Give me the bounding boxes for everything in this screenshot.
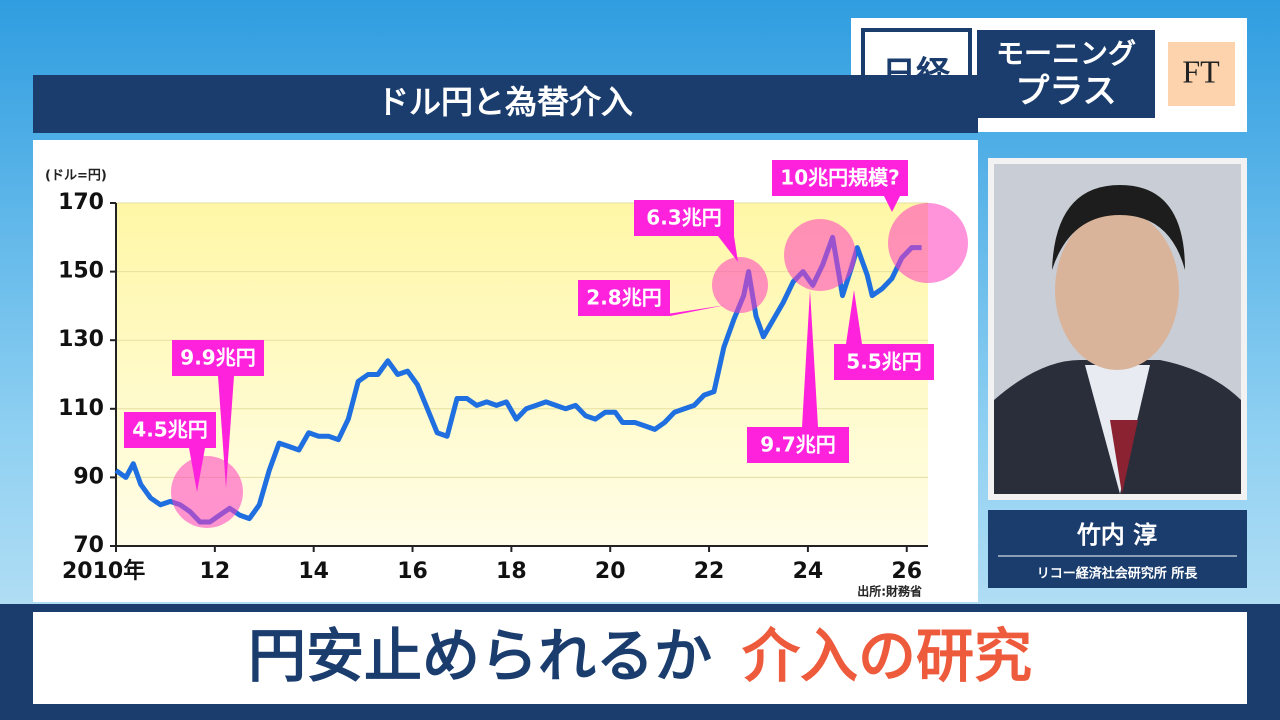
program-line2: プラス bbox=[1015, 72, 1116, 112]
source: 出所:財務省 bbox=[857, 584, 922, 599]
presenter-affiliation: リコー経済社会研究所 所長 bbox=[1037, 566, 1199, 582]
title-bar bbox=[33, 75, 978, 133]
caption-box bbox=[33, 612, 1247, 704]
x-tick-label: 2010年 bbox=[62, 558, 145, 584]
callout-label: 9.9兆円 bbox=[180, 346, 255, 370]
y-tick-label: 170 bbox=[58, 190, 104, 215]
callout-box bbox=[772, 160, 908, 196]
callout-pointer bbox=[218, 376, 234, 488]
callout-label: 9.7兆円 bbox=[760, 433, 835, 457]
photo-face bbox=[1055, 210, 1179, 370]
photo-tie bbox=[1110, 420, 1138, 494]
chart: 70 90 110 130 150 170 2010年 12 14 16 18 20 22 24 26 4.5… bbox=[58, 160, 968, 584]
highlight-circle bbox=[784, 219, 856, 291]
callout-box bbox=[834, 344, 934, 380]
highlight-circle bbox=[888, 203, 968, 283]
callout-label: 10兆円規模? bbox=[780, 166, 899, 190]
y-tick-label: 90 bbox=[73, 464, 104, 489]
y-tick-label: 130 bbox=[58, 327, 104, 352]
callout-pointer bbox=[718, 236, 738, 262]
x-tick-label: 14 bbox=[298, 559, 329, 584]
chart-title: ドル円と為替介入 bbox=[377, 83, 633, 121]
highlight-circle bbox=[712, 257, 768, 313]
y-unit: (ドル=円) bbox=[45, 169, 107, 184]
x-tick-label: 26 bbox=[891, 559, 922, 584]
callout-box bbox=[578, 280, 670, 316]
callout-pointer bbox=[802, 290, 818, 427]
callout-box bbox=[124, 412, 216, 448]
price-line bbox=[114, 234, 922, 525]
y-tick-label: 70 bbox=[73, 533, 104, 558]
callout-box bbox=[634, 200, 734, 236]
highlight-circle bbox=[171, 456, 243, 528]
callout-pointer bbox=[189, 448, 205, 492]
callout-box bbox=[747, 427, 849, 463]
x-tick-label: 24 bbox=[793, 559, 824, 584]
ft-logo: FT bbox=[1182, 53, 1220, 89]
program-line1: モーニング bbox=[996, 37, 1136, 70]
callout-label: 2.8兆円 bbox=[586, 286, 661, 310]
program-box bbox=[977, 30, 1155, 118]
caption-highlight: 介入の研究 bbox=[742, 622, 1032, 690]
callout-label: 5.5兆円 bbox=[846, 350, 921, 374]
x-tick-label: 22 bbox=[694, 559, 725, 584]
y-tick-label: 110 bbox=[58, 396, 104, 421]
presenter-name: 竹内 淳 bbox=[1076, 521, 1157, 549]
callout-pointer bbox=[654, 305, 726, 316]
x-tick-label: 16 bbox=[397, 559, 428, 584]
caption-main: 円安止められるか bbox=[248, 622, 712, 690]
x-tick-label: 18 bbox=[496, 559, 527, 584]
callout-label: 4.5兆円 bbox=[132, 418, 207, 442]
photo-hair bbox=[1052, 185, 1185, 270]
callout-pointer bbox=[884, 196, 900, 212]
name-bar bbox=[988, 510, 1247, 588]
caption: 円安止められるか 介入の研究 bbox=[248, 622, 1032, 690]
x-tick-label: 12 bbox=[200, 559, 231, 584]
callout-pointer bbox=[846, 290, 862, 344]
callout-box bbox=[172, 340, 264, 376]
ft-box bbox=[1168, 42, 1235, 106]
x-tick-label: 20 bbox=[595, 559, 626, 584]
y-tick-label: 150 bbox=[58, 259, 104, 284]
callout-label: 6.3兆円 bbox=[646, 206, 721, 230]
